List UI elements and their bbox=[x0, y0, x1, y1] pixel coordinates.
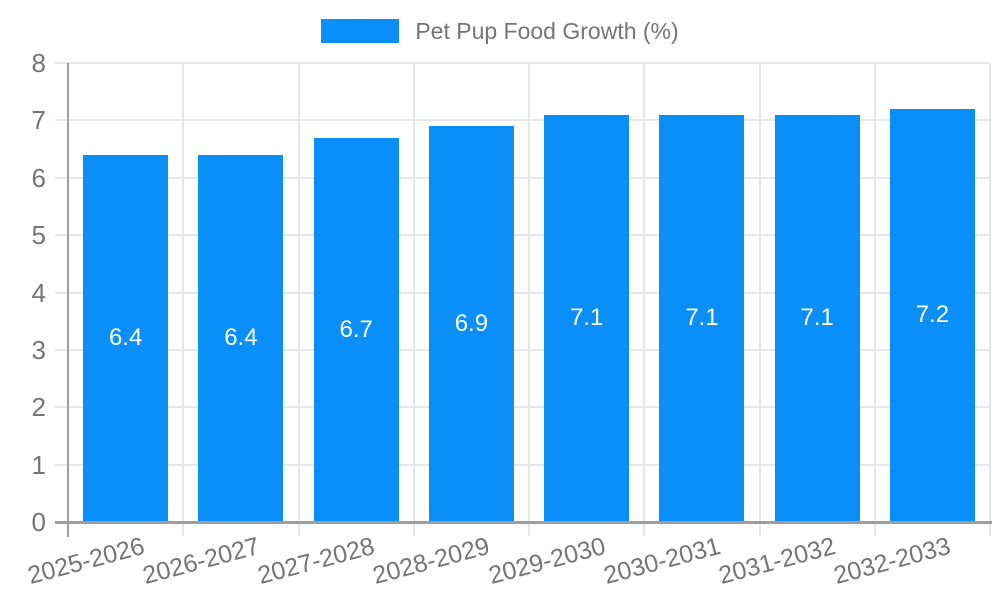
y-tick-label: 4 bbox=[31, 277, 46, 308]
y-tick-label: 3 bbox=[31, 334, 46, 365]
v-gridline bbox=[643, 63, 646, 522]
y-axis-line bbox=[67, 63, 69, 537]
y-tick-label: 7 bbox=[31, 105, 46, 136]
x-axis-line bbox=[55, 521, 992, 524]
h-gridline bbox=[55, 119, 990, 122]
h-gridline bbox=[55, 176, 990, 179]
v-gridline bbox=[412, 63, 415, 522]
bar-value-label: 7.1 bbox=[569, 304, 604, 332]
bar-value-label: 7.2 bbox=[915, 301, 950, 329]
x-axis-tick bbox=[528, 524, 530, 536]
bar bbox=[198, 154, 284, 523]
x-axis-tick bbox=[297, 524, 300, 536]
bar bbox=[313, 137, 399, 523]
h-gridline bbox=[55, 234, 990, 237]
x-axis-tick bbox=[182, 524, 185, 536]
bar-value-label: 6.7 bbox=[339, 315, 373, 343]
v-gridline bbox=[528, 63, 530, 522]
h-gridline bbox=[55, 348, 990, 351]
bar bbox=[659, 114, 745, 523]
x-axis-tick bbox=[873, 524, 876, 536]
bar-value-label: 6.4 bbox=[224, 324, 258, 352]
legend-swatch bbox=[321, 19, 400, 43]
x-axis-tick bbox=[412, 524, 415, 536]
h-gridline bbox=[55, 406, 990, 409]
v-gridline bbox=[873, 63, 876, 522]
bar bbox=[889, 108, 975, 523]
legend-item[interactable]: Pet Pup Food Growth (%) bbox=[0, 17, 1000, 45]
y-tick-label: 5 bbox=[31, 220, 46, 251]
y-tick-label: 6 bbox=[31, 162, 46, 193]
x-axis-tick bbox=[758, 524, 761, 536]
bar bbox=[428, 126, 514, 523]
x-axis-tick bbox=[989, 524, 991, 536]
v-gridline bbox=[989, 63, 991, 522]
v-gridline bbox=[297, 63, 300, 522]
x-axis-tick bbox=[643, 524, 646, 536]
y-tick-label: 8 bbox=[31, 48, 46, 78]
bar bbox=[83, 154, 169, 523]
bar-value-label: 7.1 bbox=[800, 304, 834, 332]
bar-value-label: 6.4 bbox=[108, 324, 143, 352]
legend-label: Pet Pup Food Growth (%) bbox=[415, 18, 679, 44]
y-tick-label: 2 bbox=[31, 392, 46, 423]
bar bbox=[774, 114, 860, 523]
bar bbox=[544, 114, 630, 523]
h-gridline bbox=[55, 62, 990, 64]
bar-value-label: 6.9 bbox=[454, 310, 489, 338]
v-gridline bbox=[758, 63, 761, 522]
h-gridline bbox=[55, 291, 990, 294]
v-gridline bbox=[182, 63, 185, 522]
h-gridline bbox=[55, 463, 990, 466]
bar-value-label: 7.1 bbox=[685, 304, 719, 332]
y-tick-label: 1 bbox=[31, 449, 46, 480]
y-tick-label: 0 bbox=[31, 507, 46, 537]
